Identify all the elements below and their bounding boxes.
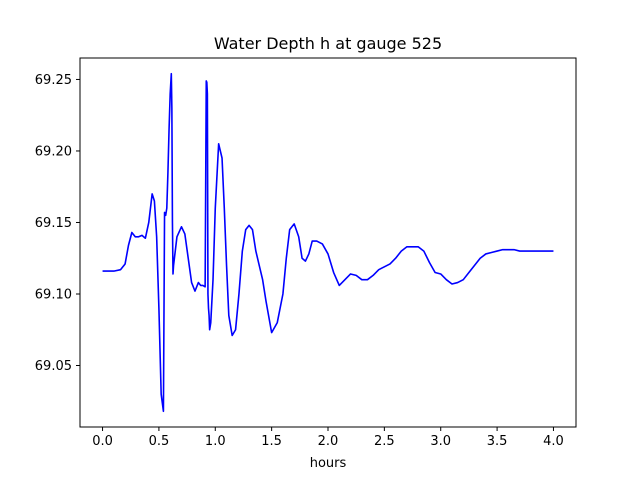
- chart-title: Water Depth h at gauge 525: [214, 34, 442, 53]
- x-tick-label: 0.0: [92, 434, 113, 449]
- x-tick-label: 1.0: [205, 434, 226, 449]
- x-tick-label: 2.0: [318, 434, 339, 449]
- y-tick-label: 69.10: [35, 287, 72, 302]
- series-line: [102, 72, 554, 413]
- x-tick-label: 4.0: [543, 434, 564, 449]
- y-tick-label: 69.20: [35, 144, 72, 159]
- plot-area: [79, 57, 577, 428]
- x-tick-label: 0.5: [149, 434, 170, 449]
- y-tick-label: 69.15: [35, 216, 72, 231]
- y-tick-label: 69.25: [35, 73, 72, 88]
- y-tick-label: 69.05: [35, 359, 72, 374]
- plot-frame: [79, 57, 577, 428]
- y-axis: 69.05 69.10 69.15 69.20 69.25: [35, 73, 80, 374]
- x-tick-label: 3.5: [487, 434, 508, 449]
- x-tick-label: 3.0: [430, 434, 451, 449]
- x-axis: 0.0 0.5 1.0 1.5 2.0 2.5 3.0 3.5 4.0: [92, 427, 564, 449]
- x-tick-label: 1.5: [261, 434, 282, 449]
- x-tick-label: 2.5: [374, 434, 395, 449]
- series-layer: [102, 72, 554, 413]
- x-axis-label: hours: [310, 456, 347, 471]
